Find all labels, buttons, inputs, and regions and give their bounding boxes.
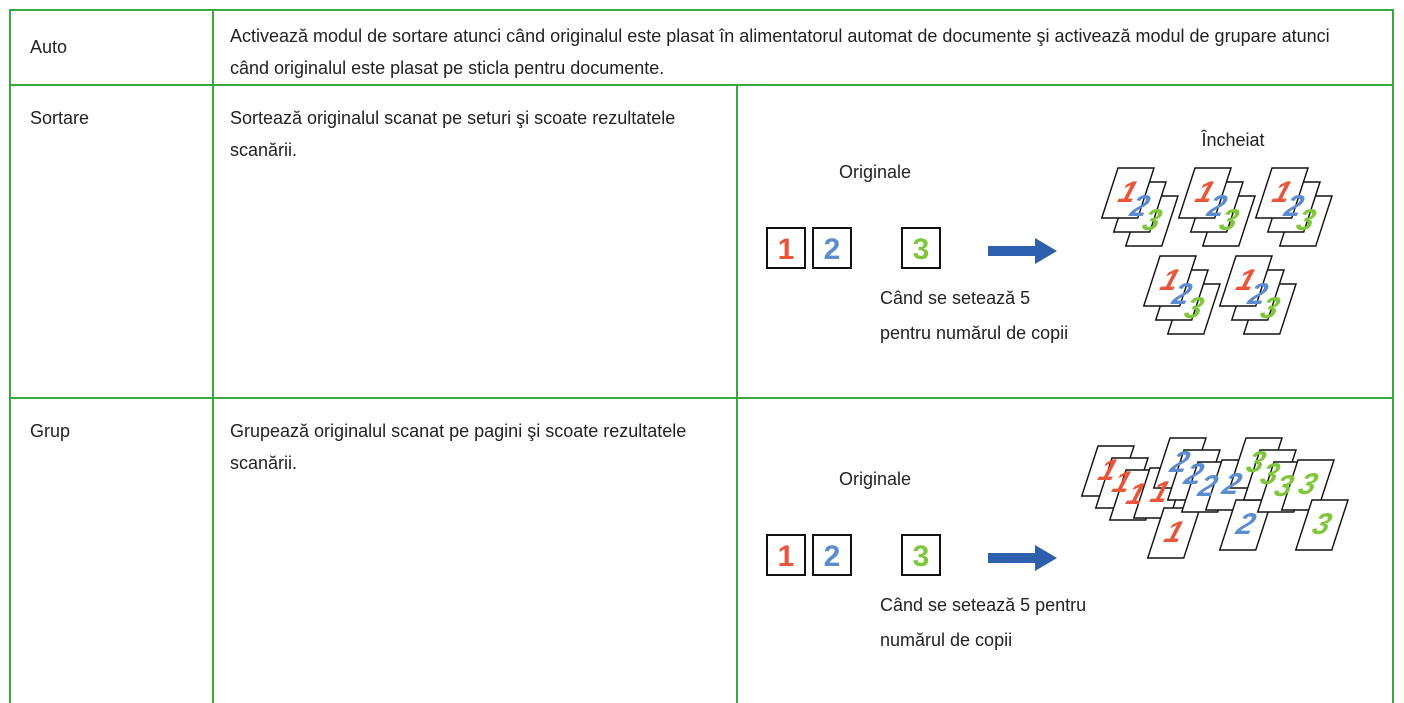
row-label: Auto	[30, 37, 68, 57]
row-description: Sortează originalul scanat pe seturi şi …	[230, 108, 676, 160]
page	[1218, 255, 1273, 307]
original-digit: 3	[913, 540, 930, 573]
row-description: Activează modul de sortare atunci când o…	[230, 26, 1330, 78]
original-box	[901, 534, 941, 576]
row-label: Grup	[30, 421, 71, 441]
page	[1100, 167, 1155, 219]
page	[1294, 499, 1349, 551]
original-box	[901, 227, 941, 269]
caption: pentru numărul de copii	[880, 323, 1068, 343]
border	[10, 9, 1394, 11]
arrow	[988, 545, 1057, 571]
page-icon	[1254, 167, 1309, 219]
border	[1392, 9, 1394, 703]
result-label: Încheiat	[1200, 130, 1264, 150]
page-icon	[1142, 255, 1197, 307]
border	[10, 84, 1394, 86]
original-digit: 1	[778, 540, 795, 573]
originals-label: Originale	[839, 162, 911, 182]
arrow	[988, 238, 1057, 264]
original-digit: 1	[778, 233, 795, 266]
original-box	[766, 227, 806, 269]
original-box	[766, 534, 806, 576]
page	[1142, 255, 1197, 307]
row-description: Grupează originalul scanat pe pagini şi …	[230, 421, 687, 473]
page-icon	[1146, 507, 1201, 559]
border	[10, 397, 1394, 399]
border	[9, 9, 11, 703]
caption: numărul de copii	[880, 630, 1012, 650]
original-digit: 3	[913, 233, 930, 266]
original-box	[812, 534, 852, 576]
border	[736, 85, 738, 703]
page	[1280, 459, 1335, 511]
page-icon	[1177, 167, 1232, 219]
row-label: Sortare	[30, 108, 90, 128]
border	[212, 9, 214, 703]
page-icon	[1294, 499, 1349, 551]
page-icon	[1100, 167, 1155, 219]
caption: Când se setează 5 pentru	[880, 595, 1086, 615]
page	[1254, 167, 1309, 219]
original-box	[812, 227, 852, 269]
page-icon	[1280, 459, 1335, 511]
caption: Când se setează 5	[880, 288, 1030, 308]
page	[1177, 167, 1232, 219]
original-digit: 2	[824, 233, 841, 266]
page	[1146, 507, 1201, 559]
original-digit: 2	[824, 540, 841, 573]
originals-label: Originale	[839, 469, 911, 489]
page-icon	[1218, 255, 1273, 307]
